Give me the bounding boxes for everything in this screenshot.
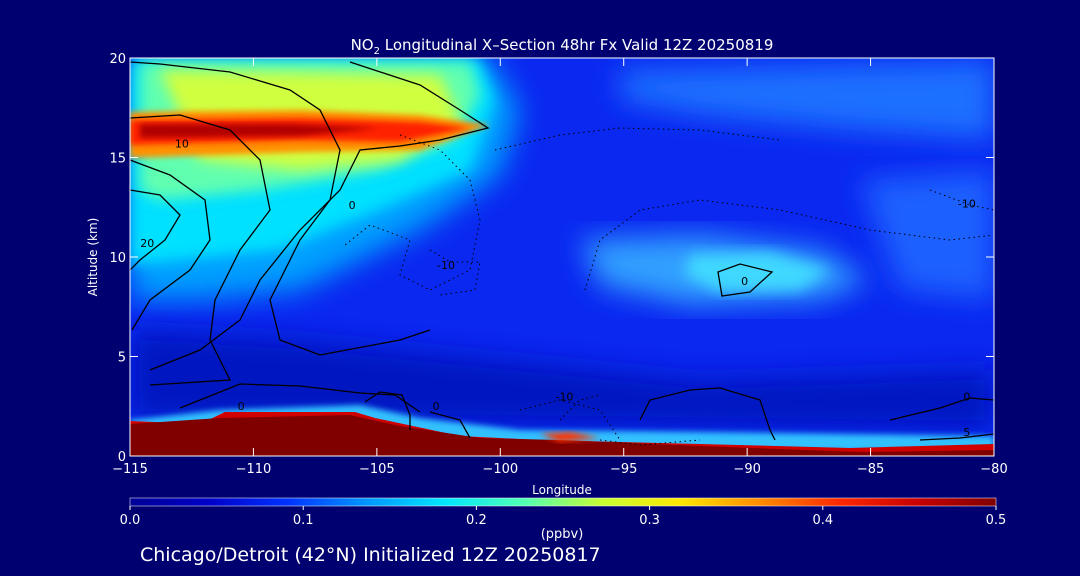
contour-lines xyxy=(130,61,994,441)
contour-line xyxy=(429,411,471,439)
contour-line xyxy=(130,189,181,271)
x-tick-label: −115 xyxy=(112,462,148,477)
contour-line xyxy=(130,159,211,331)
contour-label: 10 xyxy=(175,138,189,151)
y-tick-label: 10 xyxy=(109,251,126,266)
contour-label: -10 xyxy=(555,390,573,403)
colorbar-tick-label: 0.0 xyxy=(120,513,141,528)
y-tick-label: 0 xyxy=(118,450,126,465)
dotted-contour-lines xyxy=(344,127,994,446)
contour-line xyxy=(179,383,421,413)
colorbar-tick-label: 0.3 xyxy=(639,513,660,528)
surface-layer-darkred xyxy=(130,415,994,456)
colorbar-gradient xyxy=(129,497,997,507)
contour-label: 0 xyxy=(741,275,748,288)
x-tick-label: −105 xyxy=(359,462,395,477)
colorbar-tick-label: 0.2 xyxy=(466,513,487,528)
x-tick-label: −90 xyxy=(733,462,760,477)
colorbar-tick-label: 0.1 xyxy=(293,513,314,528)
mid-enhancement-cyan xyxy=(685,252,830,292)
upper-right-lightblue xyxy=(620,60,994,140)
colorbar-ticks: 0.0 0.1 0.2 0.3 0.4 0.5 xyxy=(120,506,1007,528)
contour-line xyxy=(919,433,994,441)
contour-line xyxy=(584,199,994,291)
contour-line xyxy=(599,439,701,446)
footer-caption: Chicago/Detroit (42°N) Initialized 12Z 2… xyxy=(140,544,601,566)
mid-right-lightblue xyxy=(860,170,994,300)
contour-line xyxy=(364,391,411,430)
surface-layer-orange xyxy=(540,432,600,442)
y-tick-label: 15 xyxy=(109,152,126,167)
x-tick-label: −85 xyxy=(857,462,884,477)
colorbar-tick-label: 0.4 xyxy=(812,513,833,528)
contour-line xyxy=(889,397,994,421)
x-axis: −115 −110 −105 −100 −95 −90 −85 −80 xyxy=(112,58,1008,477)
x-tick-label: −95 xyxy=(610,462,637,477)
contour-line xyxy=(717,263,774,297)
x-tick-label: −80 xyxy=(980,462,1007,477)
lower-dark-region xyxy=(130,330,994,430)
chart-title: NO2 Longitudinal X–Section 48hr Fx Valid… xyxy=(351,36,774,57)
contour-label: 0 xyxy=(238,400,245,413)
contour-labels: 10 20 0 -10 0 -10 0 0 -10 0 5 xyxy=(140,138,976,440)
y-tick-label: 5 xyxy=(118,351,126,366)
contour-label: -10 xyxy=(958,197,976,210)
contour-label: -10 xyxy=(437,259,455,272)
contour-line xyxy=(130,114,271,386)
contour-label: 20 xyxy=(140,237,154,250)
colorbar: 0.0 0.1 0.2 0.3 0.4 0.5 (ppbv) xyxy=(120,497,1007,542)
contour-line xyxy=(429,249,481,296)
x-axis-label: Longitude xyxy=(532,483,592,497)
plot-area xyxy=(130,58,994,456)
high-band-darkred xyxy=(140,124,380,138)
colorbar-label: (ppbv) xyxy=(541,527,584,542)
contour-label: 0 xyxy=(963,390,970,403)
x-tick-label: −110 xyxy=(236,462,272,477)
contour-line xyxy=(639,387,776,441)
contour-line xyxy=(519,399,621,441)
contour-line xyxy=(149,61,490,371)
x-tick-label: −100 xyxy=(482,462,518,477)
y-axis-label: Altitude (km) xyxy=(86,218,100,297)
y-axis: 0 5 10 15 20 xyxy=(109,52,994,465)
contour-label: 0 xyxy=(349,199,356,212)
contour-label: 5 xyxy=(963,426,970,439)
colorbar-tick-label: 0.5 xyxy=(986,513,1007,528)
y-tick-label: 20 xyxy=(109,52,126,67)
contour-label: 0 xyxy=(433,400,440,413)
